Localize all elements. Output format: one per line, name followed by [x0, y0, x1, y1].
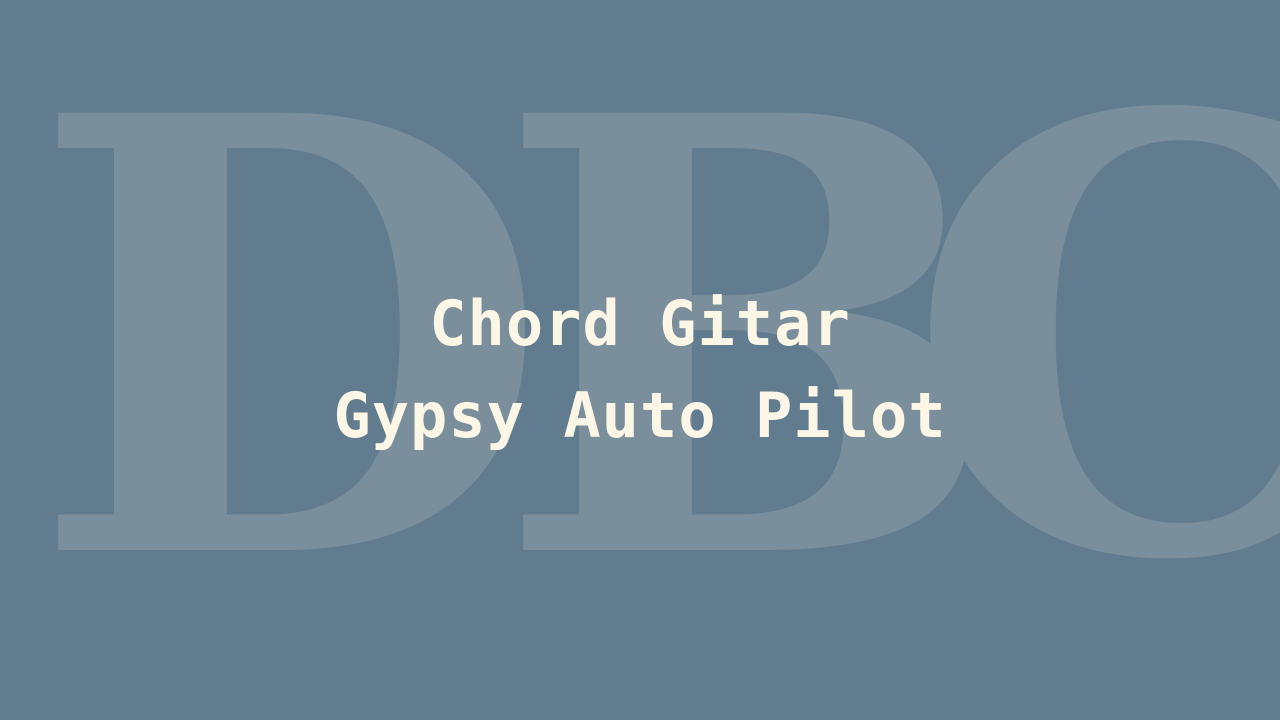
title-line-1: Chord Gitar: [429, 287, 851, 360]
title-line-2: Gypsy Auto Pilot: [333, 379, 947, 452]
watermark-letter-c: C: [905, 0, 1280, 692]
page-title: Chord Gitar Gypsy Auto Pilot: [0, 278, 1280, 462]
watermark-letter-b: B: [495, 0, 1003, 692]
watermark-letter-d: D: [30, 0, 551, 692]
